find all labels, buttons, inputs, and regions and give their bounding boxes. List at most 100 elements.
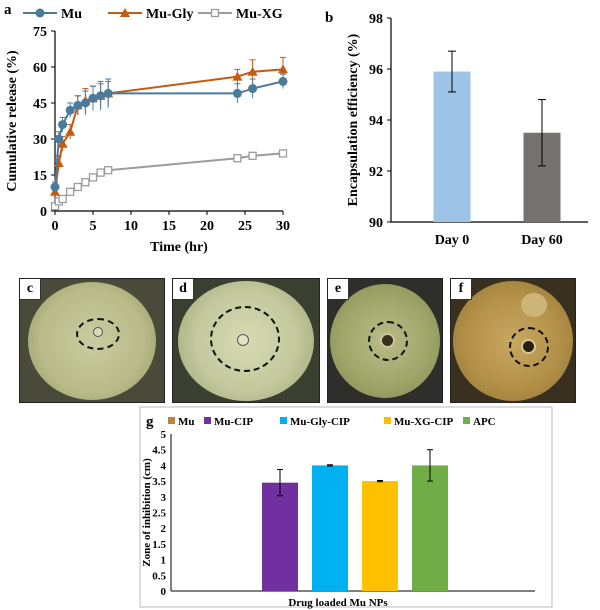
plate-photo-f: f [450, 278, 576, 403]
legend-swatch [204, 417, 211, 424]
series-mu [50, 73, 288, 192]
panel-label-c: c [20, 279, 41, 300]
series-mu-xg [50, 149, 288, 211]
series-mu-gly [50, 56, 288, 197]
y-tick-label: 98 [369, 12, 383, 27]
legend-marker [210, 8, 220, 18]
data-point [96, 91, 106, 101]
legend-label: Mu-XG [236, 7, 283, 22]
data-point [65, 105, 75, 115]
y-tick-label: 2.5 [152, 508, 166, 520]
legend-entry: Mu [168, 416, 195, 428]
y-tick-label: 4 [161, 460, 167, 472]
bar-day-0 [433, 71, 471, 222]
x-tick-label: 5 [90, 219, 97, 234]
x-tick-label: Day 60 [521, 233, 563, 248]
inhibition-zone [368, 321, 408, 361]
data-point [104, 166, 113, 175]
data-point [232, 88, 242, 98]
data-point [81, 178, 90, 187]
x-tick-label: 30 [276, 219, 290, 234]
panel-label-f: f [451, 279, 472, 300]
y-tick-label: 94 [369, 114, 383, 129]
colony-spot [521, 293, 547, 317]
y-tick-label: 1.5 [152, 539, 166, 551]
release-chart: a 0 15 30 45 60 75 0 5 10 15 20 25 30 Time (hr) Cumulat… [4, 2, 290, 255]
legend-entry: Mu [23, 7, 82, 22]
y-tick-label: 3.5 [152, 476, 166, 488]
plate-photo-c: c [19, 278, 165, 403]
y-tick-label: 45 [33, 97, 47, 112]
data-point [248, 151, 257, 160]
y-tick-label: 0.5 [152, 570, 166, 582]
data-point [73, 100, 83, 110]
legend-entry: Mu-XG [198, 7, 283, 22]
y-tick-label: 96 [369, 63, 383, 78]
data-point [50, 182, 60, 192]
legend-marker [35, 8, 45, 18]
y-tick-label: 5 [161, 429, 167, 441]
legend-label: Mu [61, 7, 82, 22]
legend-entry: APC [463, 416, 496, 428]
data-point [80, 98, 90, 108]
data-point [233, 154, 242, 163]
data-point [232, 71, 243, 81]
bar-mu-xg-cip [362, 481, 398, 591]
legend-entry: Mu-Gly [108, 7, 193, 22]
well [93, 327, 103, 337]
data-point [96, 168, 105, 177]
y-tick-label: 4.5 [152, 445, 166, 457]
plate-photo-d: d [172, 278, 320, 403]
inhibition-zone [509, 327, 549, 367]
panel-label-d: d [173, 279, 194, 300]
panel-label-a: a [4, 2, 12, 18]
chart-border [139, 406, 553, 608]
panel-label-e: e [328, 279, 349, 300]
y-tick-label: 0 [40, 205, 47, 220]
x-tick-label: 20 [200, 219, 214, 234]
legend-label: Mu-CIP [214, 416, 253, 428]
x-tick-label: 25 [238, 219, 252, 234]
data-point [278, 149, 288, 158]
legend-label: Mu-Gly [146, 7, 193, 22]
legend-entry: Mu-CIP [204, 416, 253, 428]
y-tick-label: 15 [33, 169, 47, 184]
bar-mu-cip [262, 482, 298, 591]
data-point [88, 173, 98, 182]
legend-entry: Mu-XG-CIP [384, 416, 454, 428]
y-tick-label: 1 [161, 555, 167, 567]
y-axis-label: Cumulative release (%) [5, 50, 20, 192]
data-point [278, 76, 288, 86]
data-point [58, 120, 68, 130]
well [380, 333, 395, 348]
well [237, 334, 249, 346]
x-axis-label: Drug loaded Mu NPs [288, 597, 388, 609]
legend-entry: Mu-Gly-CIP [280, 416, 350, 428]
panel-label-b: b [325, 10, 333, 26]
x-tick-label: Day 0 [435, 233, 470, 248]
x-tick-label: 15 [162, 219, 176, 234]
y-axis-label: Zone of inhibition (cm) [141, 458, 153, 567]
y-tick-label: 0 [161, 586, 167, 598]
bar-mu-gly-cip [312, 465, 348, 591]
legend-label: APC [473, 416, 496, 428]
data-point [248, 84, 258, 94]
legend-swatch [384, 417, 391, 424]
x-tick-label: 0 [52, 219, 59, 234]
y-tick-label: 60 [33, 61, 47, 76]
inhibition-zone [76, 318, 120, 350]
inhibition-zone [210, 306, 280, 372]
data-point [73, 182, 82, 192]
data-point [58, 194, 67, 204]
y-tick-label: 3 [161, 492, 167, 504]
y-tick-label: 90 [369, 216, 383, 231]
legend-label: Mu-Gly-CIP [290, 416, 350, 428]
legend-label: Mu [178, 416, 195, 428]
legend-label: Mu-XG-CIP [394, 416, 454, 428]
y-tick-label: 75 [33, 25, 47, 40]
y-tick-label: 92 [369, 165, 383, 180]
data-point [54, 134, 64, 144]
data-point [65, 126, 76, 136]
legend-swatch [280, 417, 287, 424]
legend-marker [120, 8, 130, 17]
